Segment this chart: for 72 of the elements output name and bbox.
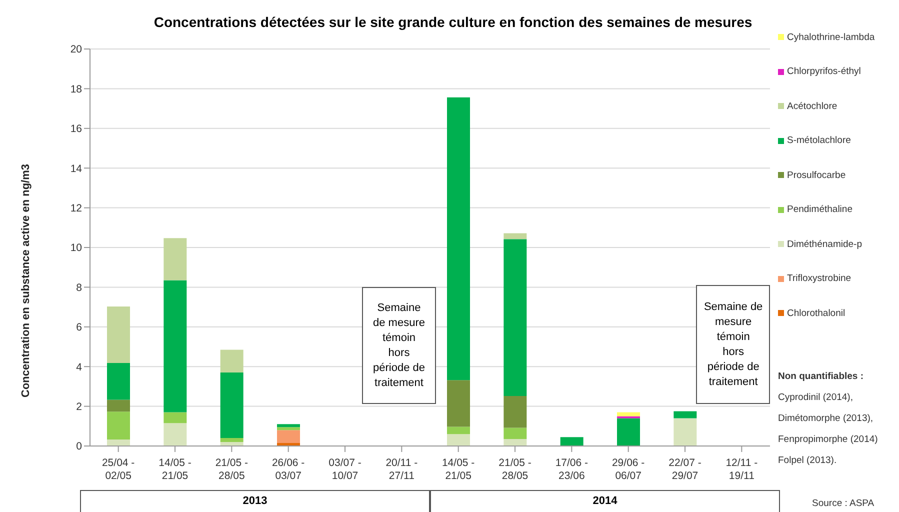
source-note: Source : ASPA (812, 498, 874, 509)
bar (504, 396, 527, 428)
note-box: Semaine de mesure témoin hors période de traitement (362, 287, 436, 404)
bar (447, 380, 470, 427)
bar (504, 239, 527, 396)
y-tick-label: 6 (76, 322, 82, 334)
legend-label: Trifloxystrobine (787, 273, 852, 284)
y-tick-label: 0 (76, 440, 82, 453)
x-tick-label: 20/11 - 27/11 (386, 457, 418, 482)
x-tick-label: 14/05 - 21/05 (442, 457, 476, 482)
bar (447, 97, 470, 380)
x-tick-label: 21/05 - 28/05 (215, 457, 249, 482)
legend-label: Chlorpyrifos-éthyl (787, 66, 861, 78)
bar (107, 412, 130, 440)
x-tick-label: 26/06 - 03/07 (272, 457, 306, 482)
bar (164, 280, 187, 412)
y-tick-label: 4 (76, 361, 82, 374)
label-box: 2013 (80, 490, 430, 512)
bar (277, 427, 300, 430)
x-tick-label: 14/05 - 21/05 (158, 457, 192, 482)
y-tick-label: 12 (70, 202, 82, 215)
note-box: Semaine de mesure témoin hors période de traitement (696, 285, 770, 404)
bar (504, 439, 527, 446)
bar (164, 423, 187, 446)
bar (504, 233, 527, 240)
bar (447, 426, 470, 434)
y-axis-title: Concentration en substance active en ng/m3 (20, 164, 32, 398)
bar (277, 424, 300, 428)
legend-label: Acétochlore (787, 100, 838, 112)
x-tick-label: 29/06 - 06/07 (612, 457, 646, 482)
x-tick-label: 21/05 - 28/05 (498, 457, 532, 482)
y-tick-label: 2 (76, 401, 82, 414)
legend-label: Prosulfocarbe (787, 170, 846, 181)
text: Non quantifiables : (778, 370, 864, 384)
x-tick-label: 22/07 - 29/07 (668, 457, 702, 482)
y-tick-label: 20 (70, 44, 82, 56)
x-tick-label: 03/07 - 10/07 (328, 457, 362, 482)
bar (107, 400, 130, 412)
label-box: 2014 (430, 490, 780, 512)
legend-label: Chlorothalonil (787, 308, 846, 319)
legend-label: Diméthénamide-p (787, 238, 862, 250)
text: Fenpropimorphe (2014) (778, 433, 878, 447)
text: Cyprodinil (2014), (778, 391, 854, 405)
legend-label: Pendiméthaline (787, 204, 852, 216)
bar (617, 418, 640, 446)
x-tick-label: 12/11 - 19/11 (726, 457, 758, 482)
legend-label: Cyhalothrine-lambda (787, 32, 875, 43)
text: Dimétomorphe (2013), (778, 412, 874, 426)
bar (107, 363, 130, 400)
y-tick-label: 18 (70, 83, 82, 96)
bar (220, 438, 244, 442)
bar (504, 428, 527, 440)
bar (674, 418, 697, 446)
bar (107, 439, 130, 446)
y-tick-label: 8 (76, 282, 82, 294)
bar (447, 434, 470, 446)
legend-label: S-métolachlore (787, 135, 851, 146)
chart-title: Concentrations détectées sur le site grande culture en fonction des semaines de mesures (152, 14, 754, 30)
bar (560, 437, 584, 446)
bar (277, 430, 300, 444)
y-tick-label: 10 (70, 242, 82, 254)
text: Folpel (2013). (778, 454, 838, 468)
bar (220, 350, 244, 373)
bar (107, 306, 130, 364)
y-tick-label: 16 (70, 123, 82, 136)
y-tick-label: 14 (70, 162, 82, 175)
x-tick-label: 17/06 - 23/06 (555, 457, 589, 482)
bar (164, 412, 187, 424)
x-tick-label: 25/04 - 02/05 (102, 457, 136, 482)
bar (674, 411, 697, 418)
bar (220, 372, 244, 438)
bar (164, 238, 187, 280)
